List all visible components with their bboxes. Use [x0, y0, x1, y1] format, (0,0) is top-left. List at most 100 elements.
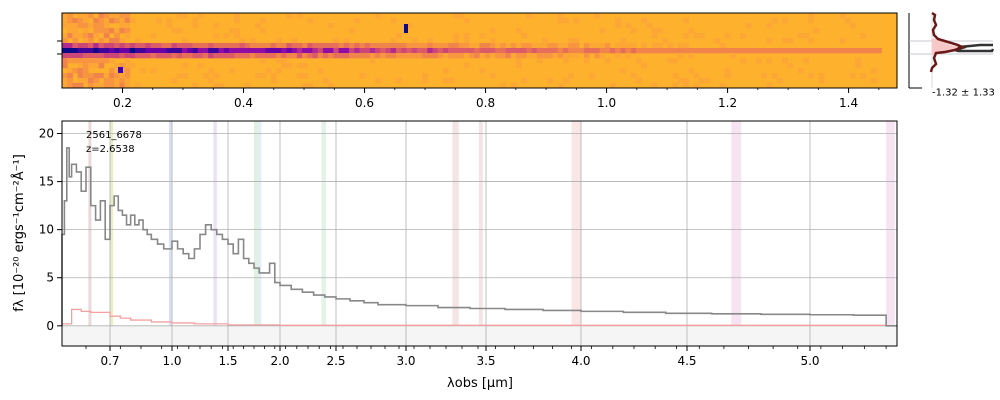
heatmap-cell — [98, 38, 105, 44]
heatmap-cell — [442, 48, 449, 54]
heatmap-cell — [93, 43, 100, 49]
emission-line-band — [88, 121, 92, 346]
heatmap-cell — [536, 48, 543, 54]
heatmap-cell — [698, 48, 705, 54]
heatmap-cell — [93, 28, 100, 34]
heatmap-cell — [448, 78, 454, 84]
heatmap-cell — [500, 83, 507, 89]
heatmap-cell — [296, 43, 303, 49]
heatmap-cell — [108, 28, 115, 34]
heatmap-cell — [322, 78, 329, 84]
heatmap-cell — [114, 38, 120, 44]
heatmap-cell — [328, 43, 334, 49]
heatmap-cell — [67, 73, 73, 79]
heatmap-cell — [552, 48, 559, 54]
heatmap-cell — [135, 53, 141, 59]
heatmap-cell — [422, 78, 428, 84]
heatmap-cell — [385, 48, 392, 54]
heatmap-cell — [77, 83, 84, 89]
heatmap-cell — [124, 28, 131, 34]
heatmap-cell — [62, 23, 68, 29]
heatmap-cell — [88, 38, 94, 44]
heatmap-cell — [140, 43, 146, 49]
heatmap-cell — [275, 68, 282, 74]
heatmap-cell — [396, 33, 402, 39]
emission-line-bands — [62, 121, 897, 346]
heatmap-cell — [182, 73, 188, 79]
heatmap-cell — [234, 33, 240, 39]
heatmap-cell — [255, 23, 261, 29]
heatmap-cell — [479, 53, 486, 59]
heatmap-cell — [93, 48, 100, 54]
heatmap-cells — [62, 13, 882, 89]
heatmap-cell — [103, 58, 110, 64]
heatmap-cell — [333, 48, 340, 54]
heatmap-cell — [260, 48, 267, 54]
heatmap-cell — [542, 38, 548, 44]
heatmap-cell — [114, 73, 120, 79]
heatmap-cell — [88, 33, 94, 39]
heatmap-cell — [688, 28, 694, 34]
heatmap-cell — [208, 78, 214, 84]
heatmap-cell — [589, 48, 595, 54]
heatmap-cell — [82, 13, 89, 19]
heatmap-cell — [114, 33, 120, 39]
heatmap-cell — [416, 53, 423, 59]
heatmap-cell — [213, 53, 220, 59]
heatmap-cell — [557, 48, 564, 54]
heatmap-cell — [176, 53, 183, 59]
heatmap-cell — [521, 43, 527, 49]
heatmap-cell — [103, 28, 110, 34]
heatmap-cell — [364, 43, 371, 49]
heatmap-cell — [589, 43, 595, 49]
heatmap-cell — [88, 63, 94, 69]
heatmap-cell — [275, 48, 282, 54]
heatmap-cell — [771, 18, 778, 24]
heatmap-cell — [82, 53, 89, 59]
heatmap-cell — [108, 48, 115, 54]
heatmap-cell — [62, 33, 68, 39]
heatmap-cell — [77, 53, 84, 59]
heatmap-cell — [573, 53, 580, 59]
heatmap-cell — [547, 78, 554, 84]
heatmap-cell — [114, 53, 120, 59]
heatmap-cell — [756, 48, 762, 54]
heatmap-cell — [557, 83, 564, 89]
x-tick-label: 4.0 — [571, 354, 590, 368]
heatmap-cell — [135, 38, 141, 44]
heatmap-cell — [281, 48, 287, 54]
heatmap-cell — [312, 43, 319, 49]
heatmap-cell — [62, 43, 68, 49]
heatmap-cell — [72, 28, 79, 34]
heatmap-cell — [124, 33, 131, 39]
heatmap-cell — [404, 24, 408, 33]
heatmap-cell — [114, 63, 120, 69]
heatmap-cell — [260, 28, 267, 34]
heatmap-cell — [67, 53, 73, 59]
heatmap-cell — [771, 73, 778, 79]
heatmap-cell — [270, 53, 277, 59]
heatmap-cell — [818, 78, 825, 84]
heatmap-cell — [516, 28, 522, 34]
heatmap-cell — [573, 18, 580, 24]
heatmap-cell — [67, 23, 73, 29]
heatmap-cell — [296, 53, 303, 59]
emission-line-band — [254, 121, 259, 346]
heatmap-cell — [557, 18, 564, 24]
heatmap-cell — [521, 48, 527, 54]
heatmap-cell — [62, 48, 68, 54]
heatmap-cell — [651, 48, 658, 54]
heatmap-cell — [260, 53, 267, 59]
heatmap-cell — [161, 43, 167, 49]
heatmap-cell — [448, 43, 454, 49]
heatmap-cell — [103, 43, 110, 49]
heatmap-cell — [683, 33, 689, 39]
heatmap-cell — [275, 43, 282, 49]
heatmap-cell — [442, 53, 449, 59]
heatmap-cell — [406, 53, 413, 59]
heatmap-cell — [839, 38, 846, 44]
heatmap-cell — [865, 48, 872, 54]
heatmap-cell — [401, 48, 407, 54]
heatmap-cell — [302, 48, 308, 54]
